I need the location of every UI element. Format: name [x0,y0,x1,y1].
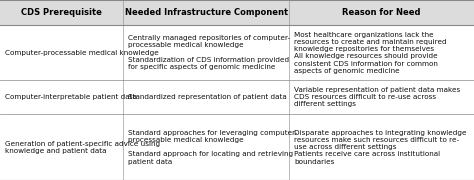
Text: Generation of patient-specific advice using
knowledge and patient data: Generation of patient-specific advice us… [5,141,160,154]
Text: Needed Infrastructure Component: Needed Infrastructure Component [125,8,288,17]
Text: Centrally managed repositories of computer-
processable medical knowledge

Stand: Centrally managed repositories of comput… [128,35,290,70]
Text: Computer-processable medical knowledge: Computer-processable medical knowledge [5,50,158,56]
Text: Standard approaches for leveraging computer-
processable medical knowledge

Stan: Standard approaches for leveraging compu… [128,130,297,165]
Text: Variable representation of patient data makes
CDS resources difficult to re-use : Variable representation of patient data … [294,87,460,107]
Text: Reason for Need: Reason for Need [342,8,421,17]
Text: Computer-interpretable patient data: Computer-interpretable patient data [5,94,137,100]
Text: CDS Prerequisite: CDS Prerequisite [21,8,102,17]
Bar [0,0,474,25]
Text: Most healthcare organizations lack the
resources to create and maintain required: Most healthcare organizations lack the r… [294,31,447,74]
Text: Standardized representation of patient data: Standardized representation of patient d… [128,94,287,100]
Text: Disparate approaches to integrating knowledge
resources make such resources diff: Disparate approaches to integrating know… [294,130,466,165]
